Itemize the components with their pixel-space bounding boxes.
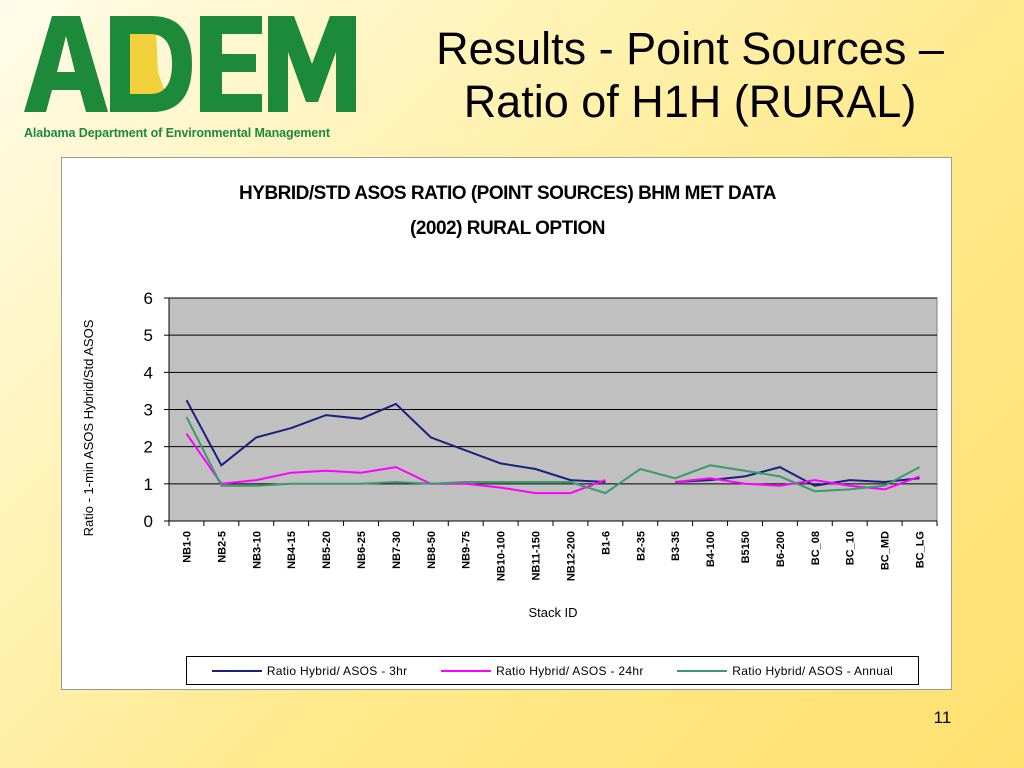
x-tick-label: NB11-150 bbox=[531, 531, 543, 581]
legend-item-3hr: Ratio Hybrid/ ASOS - 3hr bbox=[211, 663, 408, 678]
logo-letter-d bbox=[110, 16, 192, 112]
logo-subtitle: Alabama Department of Environmental Mana… bbox=[24, 126, 330, 140]
x-tick-label: NB9-75 bbox=[461, 531, 473, 569]
y-tick-label: 4 bbox=[144, 363, 153, 382]
chart-title-line-1: HYBRID/STD ASOS RATIO (POINT SOURCES) BH… bbox=[239, 183, 776, 204]
line-chart: 0 1 2 3 4 5 6 NB1-0 NB2-5 NB3-10 NB4-15 NB5-20 NB6-2… bbox=[144, 289, 938, 620]
x-tick-label: NB3-10 bbox=[251, 531, 263, 569]
alabama-state-icon bbox=[122, 28, 167, 106]
slide-title-line-1: Results - Point Sources – bbox=[436, 23, 944, 74]
x-tick-label: B1-6 bbox=[600, 531, 612, 555]
legend-swatch-24hr bbox=[441, 669, 492, 672]
x-tick-label: NB10-100 bbox=[496, 531, 508, 581]
x-tick-label: NB12-200 bbox=[565, 531, 577, 581]
legend-item-24hr: Ratio Hybrid/ ASOS - 24hr bbox=[441, 664, 644, 678]
legend-label-3hr: Ratio Hybrid/ ASOS - 3hr bbox=[266, 663, 408, 678]
chart-title: HYBRID/STD ASOS RATIO (POINT SOURCES) BH… bbox=[62, 176, 953, 246]
legend-swatch-3hr bbox=[211, 669, 262, 672]
x-tick-label: BC_MD bbox=[880, 531, 892, 570]
x-tick-label: NB4-15 bbox=[286, 531, 298, 569]
series-line-annual bbox=[185, 416, 920, 495]
x-tick-label: B3-35 bbox=[670, 531, 682, 561]
y-tick-label: 2 bbox=[144, 438, 153, 457]
y-tick-label: 0 bbox=[144, 512, 153, 531]
x-tick-label: BC_08 bbox=[810, 531, 822, 565]
adem-logo-letters bbox=[24, 16, 356, 112]
x-tick-label: B4-100 bbox=[705, 531, 717, 567]
x-tick-label: BC_10 bbox=[845, 531, 857, 565]
slide-title-line-2: Ratio of H1H (RURAL) bbox=[463, 76, 917, 127]
y-tick-label: 1 bbox=[144, 475, 153, 494]
y-tick-label: 3 bbox=[144, 401, 153, 420]
legend-item-annual: Ratio Hybrid/ ASOS - Annual bbox=[677, 664, 893, 678]
chart-legend: Ratio Hybrid/ ASOS - 3hr Ratio Hybrid/ AS… bbox=[186, 656, 919, 685]
chart-container: HYBRID/STD ASOS RATIO (POINT SOURCES) BH… bbox=[61, 157, 952, 690]
page-number: 11 bbox=[933, 708, 952, 727]
x-tick-label: BC_LG bbox=[915, 531, 927, 568]
x-tick-label: NB5-20 bbox=[321, 531, 333, 569]
x-tick-label: NB8-50 bbox=[426, 531, 438, 569]
x-tick-label: B6-200 bbox=[775, 531, 787, 567]
x-tick-label: NB7-30 bbox=[391, 531, 403, 569]
adem-logo: Alabama Department of Environmental Mana… bbox=[22, 14, 357, 140]
legend-label-annual: Ratio Hybrid/ ASOS - Annual bbox=[732, 663, 894, 678]
x-tick-label: NB6-25 bbox=[356, 531, 368, 569]
x-tick-label: B5150 bbox=[740, 531, 752, 563]
legend-swatch-annual bbox=[677, 669, 728, 672]
chart-title-line-2: (2002) RURAL OPTION bbox=[410, 218, 605, 239]
x-tick-label: NB2-5 bbox=[216, 531, 228, 563]
logo-letter-e bbox=[200, 16, 262, 112]
x-tick-label: NB1-0 bbox=[181, 531, 193, 563]
logo-letter-a bbox=[24, 16, 108, 112]
x-axis-label: Stack ID bbox=[528, 605, 577, 620]
x-tick-label: B2-35 bbox=[635, 531, 647, 561]
logo-letter-m bbox=[268, 16, 356, 112]
y-tick-label: 5 bbox=[144, 326, 153, 345]
legend-label-24hr: Ratio Hybrid/ ASOS - 24hr bbox=[496, 663, 644, 678]
slide-title: Results - Point Sources – Ratio of H1H (… bbox=[380, 22, 1000, 128]
y-tick-label: 6 bbox=[144, 289, 153, 308]
